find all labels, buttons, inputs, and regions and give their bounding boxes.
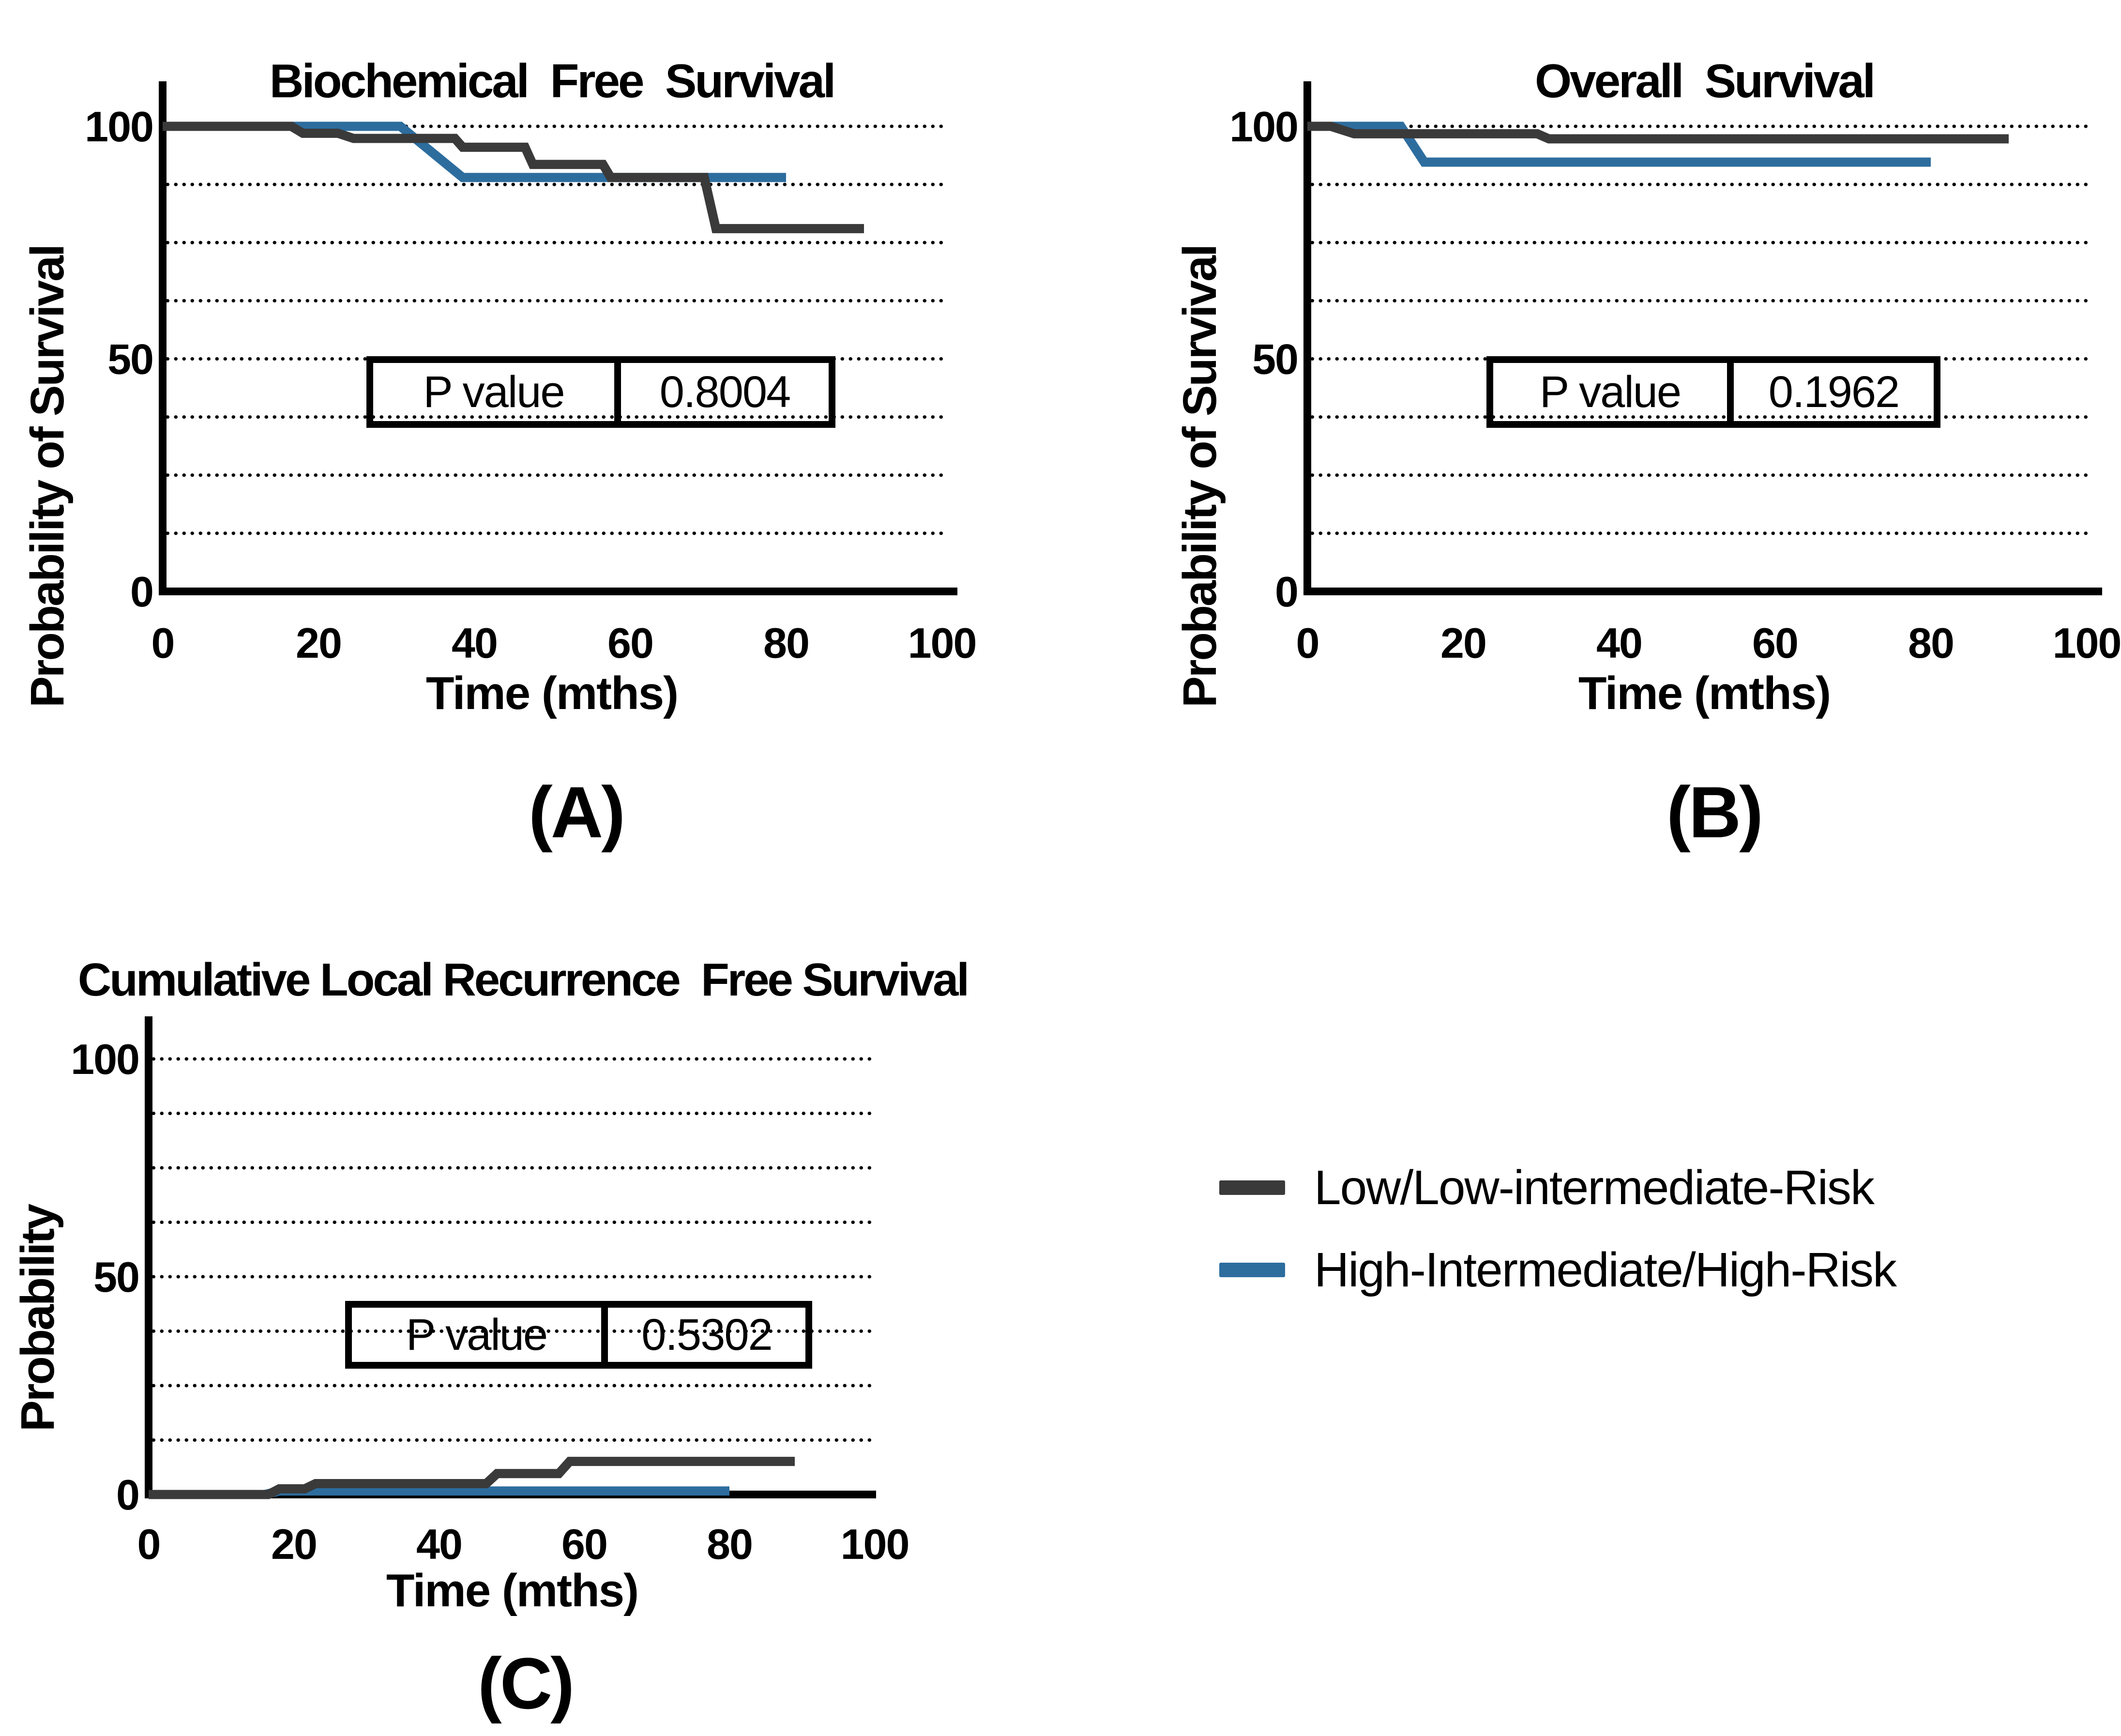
panel-c-chart: 0 50 100 0 20 40 60 80 100 <box>71 1016 909 1568</box>
panel-b-x-axis-label: Time (mths) <box>1578 667 1831 719</box>
svg-text:100: 100 <box>71 1035 139 1083</box>
panel-a: Biochemical Free Survival Probability of… <box>0 0 1060 866</box>
svg-text:100: 100 <box>841 1520 909 1568</box>
panel-c-letter: (C) <box>477 1643 575 1724</box>
panel-c-pvalue-box: P value 0.5302 <box>345 1301 812 1369</box>
pvalue-label-cell: P value <box>1493 363 1734 421</box>
svg-text:40: 40 <box>1596 619 1642 667</box>
panel-a-title: Biochemical Free Survival <box>269 54 836 108</box>
pvalue-value-cell: 0.8004 <box>659 367 791 417</box>
panel-b: Overall Survival Probability of Survival… <box>1060 0 2121 866</box>
svg-text:0: 0 <box>116 1471 139 1519</box>
svg-text:0: 0 <box>130 568 153 616</box>
panel-b-pvalue-box: P value 0.1962 <box>1486 356 1940 428</box>
panel-a-pvalue-box: P value 0.8004 <box>366 356 835 428</box>
svg-text:80: 80 <box>763 619 809 667</box>
panel-b-letter: (B) <box>1666 771 1763 853</box>
panel-c-title: Cumulative Local Recurrence Free Surviva… <box>77 953 970 1006</box>
svg-text:40: 40 <box>452 619 497 667</box>
panel-a-chart: 0 50 100 0 20 40 60 80 100 <box>85 81 977 667</box>
panel-c: Cumulative Local Recurrence Free Surviva… <box>0 866 1060 1736</box>
svg-text:80: 80 <box>1908 619 1954 667</box>
panel-a-x-axis-label: Time (mths) <box>425 667 679 719</box>
pvalue-label-cell: P value <box>373 363 621 421</box>
legend-label-low: Low/Low-intermediate-Risk <box>1314 1160 1875 1215</box>
svg-text:20: 20 <box>1440 619 1486 667</box>
svg-text:0: 0 <box>152 619 174 667</box>
svg-text:60: 60 <box>1752 619 1798 667</box>
svg-text:50: 50 <box>93 1253 139 1301</box>
svg-text:60: 60 <box>607 619 653 667</box>
panel-b-title: Overall Survival <box>1534 54 1876 108</box>
svg-text:0: 0 <box>1296 619 1319 667</box>
svg-text:80: 80 <box>707 1520 752 1568</box>
svg-text:50: 50 <box>107 335 153 383</box>
pvalue-value-cell: 0.1962 <box>1768 367 1900 417</box>
pvalue-value-cell: 0.5302 <box>641 1310 773 1359</box>
pvalue-label-cell: P value <box>352 1308 608 1362</box>
svg-text:100: 100 <box>908 619 976 667</box>
svg-text:100: 100 <box>1229 103 1298 151</box>
legend: Low/Low-intermediate-Risk High-Intermedi… <box>1219 1161 1897 1297</box>
svg-text:0: 0 <box>137 1520 160 1568</box>
legend-item-low: Low/Low-intermediate-Risk <box>1219 1161 1896 1215</box>
legend-marker-low-icon <box>1219 1180 1285 1195</box>
legend-label-high: High-Intermediate/High-Risk <box>1314 1242 1897 1297</box>
panel-c-x-axis-label: Time (mths) <box>386 1565 639 1616</box>
svg-text:40: 40 <box>416 1520 462 1568</box>
panel-a-letter: (A) <box>528 771 625 853</box>
svg-text:20: 20 <box>296 619 341 667</box>
svg-text:20: 20 <box>271 1520 317 1568</box>
legend-item-high: High-Intermediate/High-Risk <box>1219 1242 1897 1297</box>
legend-marker-high-icon <box>1219 1263 1285 1277</box>
svg-text:60: 60 <box>561 1520 607 1568</box>
panel-b-chart: 0 50 100 0 20 40 60 80 100 <box>1229 81 2121 667</box>
svg-text:100: 100 <box>85 103 153 151</box>
svg-text:0: 0 <box>1275 568 1298 616</box>
svg-text:50: 50 <box>1252 335 1298 383</box>
svg-text:100: 100 <box>2053 619 2121 667</box>
